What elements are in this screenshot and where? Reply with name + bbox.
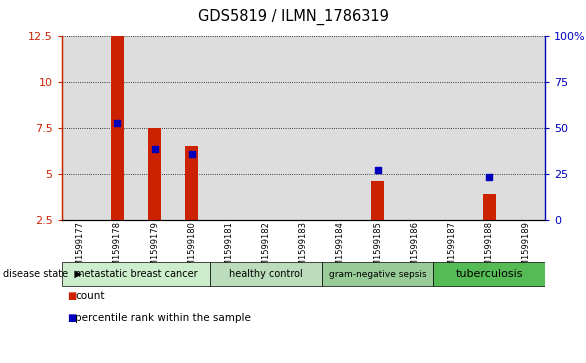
Bar	[396, 36, 434, 220]
Bar	[434, 36, 471, 220]
Text: percentile rank within the sample: percentile rank within the sample	[75, 313, 251, 323]
Bar	[98, 36, 136, 220]
Bar	[173, 36, 210, 220]
Bar	[359, 36, 396, 220]
FancyBboxPatch shape	[210, 262, 322, 286]
Text: metastatic breast cancer: metastatic breast cancer	[74, 269, 197, 279]
Point	[373, 167, 382, 173]
Point	[485, 174, 494, 179]
Text: healthy control: healthy control	[229, 269, 303, 279]
Bar	[508, 36, 545, 220]
Text: gram-negative sepsis: gram-negative sepsis	[329, 270, 427, 278]
Text: ■: ■	[67, 291, 77, 301]
FancyBboxPatch shape	[62, 262, 210, 286]
Text: disease state  ▶: disease state ▶	[3, 269, 82, 279]
Bar	[371, 181, 384, 220]
Bar	[322, 36, 359, 220]
Bar	[148, 128, 161, 220]
FancyBboxPatch shape	[322, 262, 434, 286]
Bar	[210, 36, 247, 220]
Bar	[62, 36, 98, 220]
Bar	[483, 194, 496, 220]
Point	[113, 121, 122, 126]
Bar	[111, 36, 124, 220]
Point	[150, 146, 159, 152]
Bar	[247, 36, 285, 220]
FancyBboxPatch shape	[434, 262, 545, 286]
Bar	[136, 36, 173, 220]
Point	[187, 151, 196, 156]
Bar	[285, 36, 322, 220]
Text: tuberculosis: tuberculosis	[455, 269, 523, 279]
Bar	[185, 146, 198, 220]
Text: ■: ■	[67, 313, 77, 323]
Text: count: count	[75, 291, 104, 301]
Bar	[471, 36, 508, 220]
Text: GDS5819 / ILMN_1786319: GDS5819 / ILMN_1786319	[197, 9, 389, 25]
